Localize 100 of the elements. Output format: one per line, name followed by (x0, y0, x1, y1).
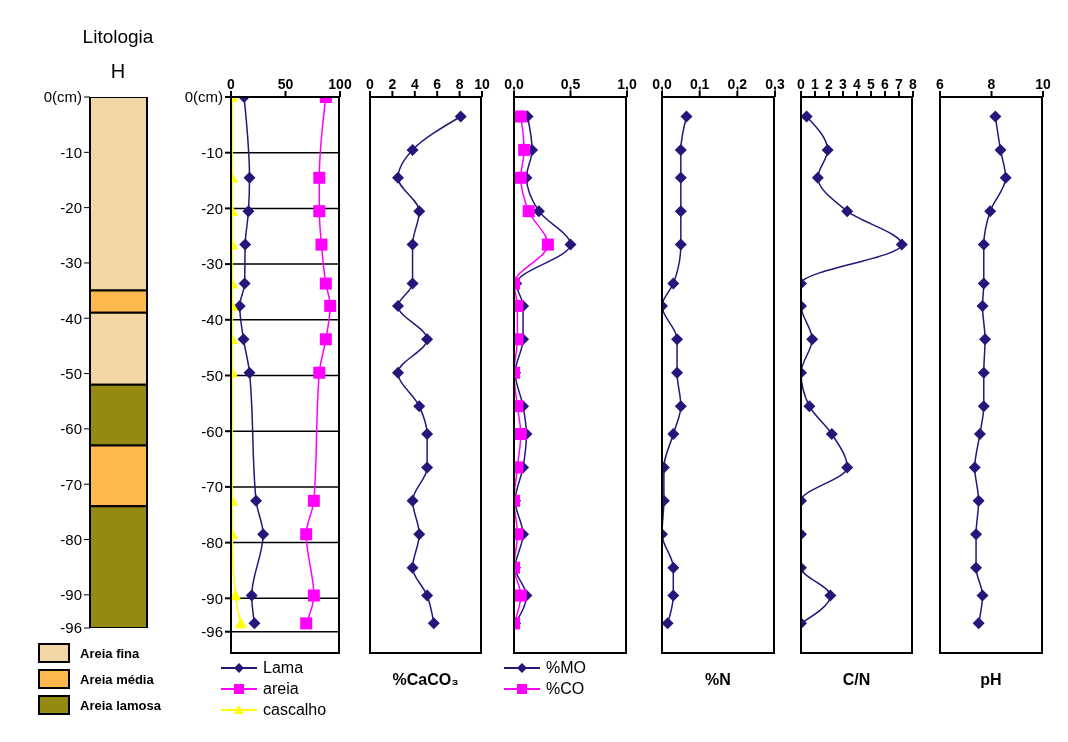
x-tick-label: 6 (936, 76, 945, 92)
point (392, 171, 404, 184)
y-tick-label: -96 (60, 619, 82, 637)
x-axis-title: %CaCO₃ (391, 671, 460, 689)
point (427, 617, 440, 630)
x-tick-label: 10 (1035, 76, 1051, 92)
y-tick-label: -90 (201, 589, 223, 607)
legend-label: %MO (546, 658, 586, 677)
x-tick-label: 2 (825, 76, 834, 92)
point (300, 617, 313, 630)
y-tick-label: -40 (201, 311, 223, 329)
point (307, 494, 320, 507)
point (989, 110, 1002, 123)
point (972, 494, 985, 507)
y-tick-label: -20 (60, 198, 82, 216)
point (413, 205, 426, 218)
point (315, 238, 328, 251)
point (406, 143, 419, 156)
point (801, 110, 813, 123)
point (806, 333, 819, 346)
point (413, 400, 426, 413)
point (999, 171, 1012, 184)
x-tick-label: 50 (277, 76, 294, 92)
y-tick-label: -96 (201, 623, 223, 641)
point (421, 461, 434, 474)
x-tick-label: 0,5 (560, 76, 581, 92)
point (977, 366, 990, 379)
x-tick-label: 6 (881, 76, 890, 92)
y-tick-label: -80 (60, 530, 82, 548)
point (319, 277, 332, 290)
x-tick-label: 3 (839, 76, 848, 92)
point (392, 299, 404, 312)
legend-label: Areia média (80, 671, 154, 687)
point (324, 299, 337, 312)
point (421, 427, 434, 440)
point (811, 171, 824, 184)
y-tick-label: -10 (201, 144, 223, 162)
y-tick-label: 0(cm) (43, 88, 82, 106)
x-tick-label: 0,3 (765, 76, 785, 92)
point (245, 589, 258, 602)
point (825, 427, 838, 440)
point (242, 205, 255, 218)
point (976, 299, 989, 312)
point (972, 617, 985, 630)
point (970, 528, 983, 541)
x-tick-label: 0 (797, 76, 806, 92)
point (803, 400, 816, 413)
y-tick-label: -60 (201, 422, 223, 440)
y-tick-label: -70 (60, 475, 82, 493)
point (406, 494, 419, 507)
x-tick-label: 8 (909, 76, 918, 92)
x-tick-label: 0,1 (689, 76, 710, 92)
point (313, 171, 326, 184)
point (421, 589, 434, 602)
y-tick-label: -70 (201, 478, 223, 496)
y-tick-label: -30 (60, 254, 82, 272)
x-axis-title: %N (704, 671, 732, 689)
point (313, 205, 326, 218)
point (237, 333, 250, 346)
x-tick-label: 0 (366, 76, 375, 92)
point (976, 589, 989, 602)
x-tick-label: 4 (410, 76, 419, 92)
x-tick-label: 0 (227, 76, 236, 92)
x-axis-title: pH (979, 671, 1003, 689)
point (307, 589, 320, 602)
x-tick-label: 0,0 (504, 76, 524, 92)
y-tick-label: -90 (60, 586, 82, 604)
point (984, 205, 997, 218)
point (406, 277, 419, 290)
point (454, 110, 467, 123)
y-tick-label: -30 (201, 255, 223, 273)
point (313, 366, 326, 379)
x-axis-title: C/N (841, 671, 872, 689)
legend-label: Lama (263, 658, 304, 677)
legend-label: Areia lamosa (80, 697, 161, 713)
y-tick-label: -80 (201, 533, 223, 551)
point (977, 400, 990, 413)
point (319, 333, 332, 346)
point (413, 528, 426, 541)
y-tick-label: -40 (60, 309, 82, 327)
point (973, 427, 986, 440)
point (994, 143, 1007, 156)
x-tick-label: 10 (474, 76, 490, 92)
x-tick-label: 5 (867, 76, 876, 92)
x-tick-label: 2 (388, 76, 397, 92)
x-tick-label: 100 (328, 76, 352, 92)
point (392, 366, 404, 379)
point (250, 494, 263, 507)
x-tick-label: 1,0 (617, 76, 637, 92)
legend-label: areia (263, 679, 299, 698)
point (977, 277, 990, 290)
point (406, 238, 419, 251)
y-tick-label: -50 (201, 366, 223, 384)
y-tick-label: -60 (60, 420, 82, 438)
x-tick-label: 7 (895, 76, 904, 92)
legend-label: cascalho (263, 700, 327, 719)
point (243, 171, 256, 184)
x-tick-label: 4 (853, 76, 862, 92)
x-tick-label: 8 (455, 76, 464, 92)
y-tick-label: -10 (60, 143, 82, 161)
